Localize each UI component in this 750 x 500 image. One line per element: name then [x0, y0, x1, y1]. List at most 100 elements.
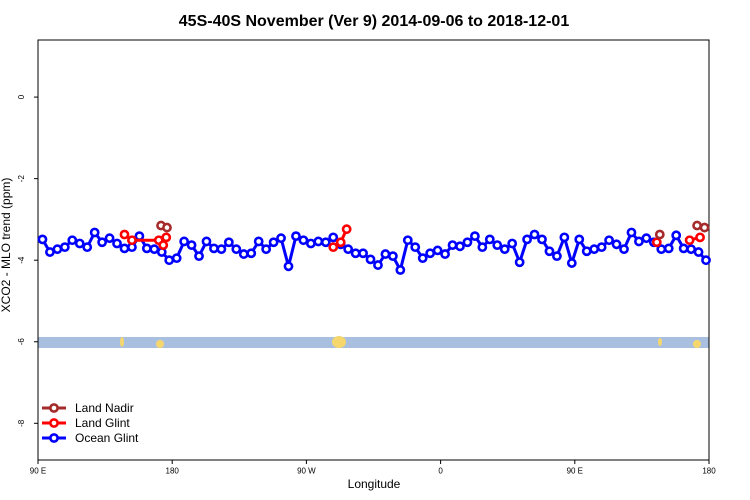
point — [380, 249, 391, 259]
point — [171, 253, 182, 264]
point — [283, 261, 294, 272]
y-tick-label: -4 — [17, 256, 26, 264]
point — [341, 224, 352, 235]
legend-label: Ocean Glint — [75, 431, 139, 445]
y-axis-label: XCO2 - MLO trend (ppm) — [0, 178, 13, 313]
point — [440, 249, 450, 259]
point — [537, 234, 547, 245]
point — [209, 243, 219, 254]
point — [89, 227, 100, 238]
point — [626, 227, 637, 238]
point — [477, 242, 488, 253]
point — [37, 234, 48, 245]
point — [589, 244, 600, 255]
point — [604, 235, 614, 246]
point — [581, 246, 592, 257]
point — [671, 230, 682, 241]
point — [112, 238, 122, 249]
land-strip — [38, 336, 709, 348]
point — [641, 233, 652, 244]
point — [559, 232, 570, 243]
point — [492, 240, 503, 251]
legend-label: Land Glint — [75, 416, 130, 430]
point — [216, 244, 227, 255]
point — [186, 240, 197, 251]
point — [619, 244, 629, 255]
point — [693, 247, 704, 257]
series-line — [160, 224, 705, 230]
point — [158, 240, 169, 251]
legend-marker — [49, 418, 59, 428]
legend-marker — [49, 403, 59, 413]
point — [484, 234, 495, 245]
point — [522, 234, 532, 245]
point — [692, 220, 702, 231]
x-tick-label: 90 E — [30, 467, 46, 476]
point — [432, 245, 443, 256]
point — [529, 229, 540, 240]
point — [291, 231, 301, 242]
point — [52, 244, 63, 255]
point — [164, 255, 175, 266]
point — [119, 229, 130, 240]
point — [651, 237, 662, 248]
land-patch — [693, 340, 701, 348]
x-axis-label: Longitude — [348, 477, 401, 491]
point — [179, 236, 190, 247]
point — [654, 229, 665, 240]
point — [253, 236, 264, 247]
point — [276, 233, 286, 244]
x-tick-label: 90 E — [567, 467, 583, 476]
point — [149, 244, 160, 255]
point — [82, 242, 93, 253]
point — [313, 236, 324, 247]
point — [552, 251, 562, 262]
y-tick-label: 0 — [17, 94, 26, 99]
point — [134, 231, 145, 242]
point — [161, 232, 172, 243]
point — [507, 238, 518, 249]
point — [350, 248, 361, 259]
point — [141, 243, 152, 254]
point — [320, 237, 331, 248]
point — [261, 244, 272, 255]
plot-frame — [37, 39, 710, 461]
chart-title: 45S-40S November (Ver 9) 2014-09-06 to 2… — [179, 13, 570, 30]
point — [104, 233, 115, 244]
x-tick-label: 180 — [166, 467, 180, 476]
point — [695, 232, 705, 243]
ocean-band — [38, 337, 709, 348]
x-tick-label: 180 — [702, 467, 716, 476]
point — [387, 251, 398, 262]
point — [328, 232, 339, 243]
point — [544, 246, 555, 257]
point — [246, 248, 257, 259]
point — [373, 260, 383, 270]
point — [97, 237, 108, 248]
point — [201, 236, 212, 247]
point — [447, 240, 458, 251]
point — [499, 244, 510, 255]
y-tick-label: -6 — [17, 338, 26, 346]
point — [45, 247, 55, 257]
point — [462, 237, 473, 248]
point — [611, 239, 622, 250]
y-tick-label: -8 — [17, 419, 26, 427]
point — [684, 235, 695, 246]
point — [343, 244, 354, 255]
point — [194, 251, 204, 262]
point — [574, 234, 585, 245]
point — [231, 244, 242, 255]
point — [402, 235, 413, 246]
legend-marker — [49, 433, 59, 443]
y-tick-label: -2 — [17, 175, 26, 183]
point — [425, 248, 436, 259]
point — [162, 222, 172, 233]
point — [678, 243, 689, 254]
point — [67, 235, 78, 246]
point — [701, 255, 711, 266]
x-tick-label: 0 — [438, 467, 443, 476]
land-patch — [120, 337, 124, 347]
land-patch — [658, 338, 662, 346]
land-patch — [156, 340, 164, 348]
